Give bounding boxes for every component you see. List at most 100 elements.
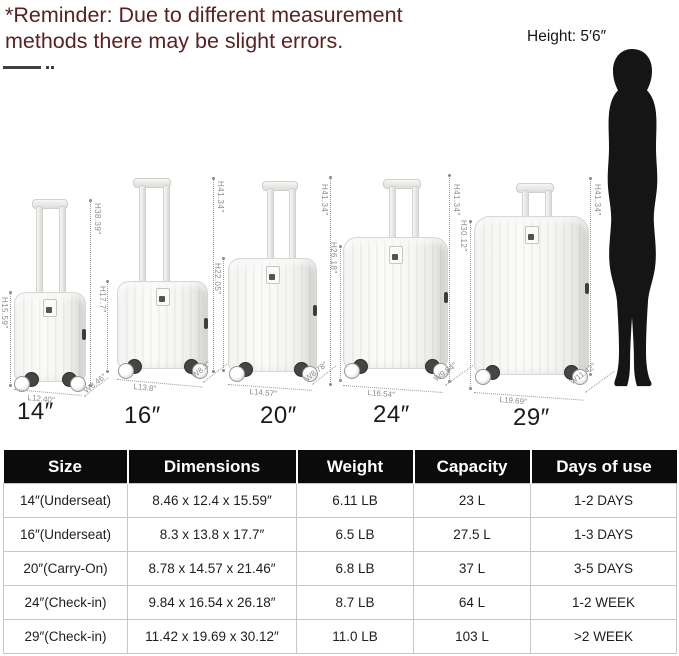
- cell-days: 1-2 WEEK: [530, 585, 677, 620]
- extended-height-label: H38.39″: [93, 203, 102, 235]
- col-header-size: Size: [3, 450, 128, 484]
- cell-dimensions: 8.46 x 12.4 x 15.59″: [127, 483, 297, 518]
- trolley-handle: [133, 178, 171, 188]
- cell-dimensions: 11.42 x 19.69 x 30.12″: [127, 619, 297, 654]
- suitcase-body: [117, 281, 208, 369]
- size-label: 16″: [124, 402, 161, 429]
- dimension-line: [473, 392, 584, 401]
- length-label: L14.57″: [249, 387, 278, 399]
- cell-size: 24″(Check-in): [3, 585, 128, 620]
- cell-weight: 6.5 LB: [296, 517, 414, 552]
- size-label: 20″: [260, 402, 297, 429]
- trolley-post: [139, 185, 146, 284]
- spec-table: Size Dimensions Weight Capacity Days of …: [3, 450, 677, 654]
- logo-patch: [389, 246, 403, 264]
- divider-dot: [46, 66, 49, 69]
- trolley-post: [389, 186, 396, 239]
- dimension-line: [221, 257, 225, 372]
- suitcase-body: [14, 292, 86, 382]
- divider-line: [3, 66, 41, 69]
- suitcase-body: [228, 258, 317, 372]
- dimension-line: [211, 177, 215, 373]
- suitcase-body: [474, 216, 589, 375]
- cell-dimensions: 8.78 x 14.57 x 21.46″: [127, 551, 297, 586]
- dimension-line: [8, 291, 12, 387]
- trolley-post: [59, 206, 66, 296]
- col-header-days: Days of use: [529, 450, 677, 484]
- col-header-dimensions: Dimensions: [126, 450, 297, 484]
- cell-weight: 8.7 LB: [296, 585, 414, 620]
- size-label: 29″: [513, 404, 550, 431]
- cell-dimensions: 8.3 x 13.8 x 17.7″: [127, 517, 297, 552]
- wheel: [14, 376, 30, 392]
- cell-size: 29″(Check-in): [3, 619, 128, 654]
- logo-patch: [156, 288, 170, 306]
- trolley-handle: [262, 181, 298, 191]
- cell-weight: 11.0 LB: [296, 619, 414, 654]
- tsa-lock: [204, 318, 208, 329]
- table-row: 16″(Underseat) 8.3 x 13.8 x 17.7″ 6.5 LB…: [3, 517, 677, 552]
- logo-patch: [266, 266, 280, 284]
- tsa-lock: [585, 283, 589, 294]
- size-label: 14″: [17, 398, 54, 425]
- luggage-figure-14in: H15.59″ H38.39″ L12.40″ W8.46″ 14″: [0, 196, 112, 432]
- divider-dot: [51, 66, 54, 69]
- suitcase-body: [343, 237, 448, 369]
- extended-height-label: H41.34″: [320, 184, 329, 216]
- cell-size: 16″(Underseat): [3, 517, 128, 552]
- dimension-line: [328, 176, 332, 386]
- trolley-handle: [32, 199, 68, 209]
- table-row: 20″(Carry-On) 8.78 x 14.57 x 21.46″ 6.8 …: [3, 551, 677, 586]
- luggage-figure-16in: H17.7″ H41.34″ L13.8″ W8.3″ 16″: [98, 172, 230, 434]
- extended-height-label: H41.34″: [452, 184, 461, 216]
- reminder-text: *Reminder: Due to different measurement …: [5, 3, 403, 54]
- trolley-post: [289, 188, 296, 261]
- size-label: 24″: [373, 401, 410, 428]
- dimension-line: [447, 174, 451, 383]
- table-row: 24″(Check-in) 9.84 x 16.54 x 26.18″ 8.7 …: [3, 585, 677, 620]
- person-height-label: Height: 5′6″: [527, 28, 607, 45]
- trolley-post: [163, 185, 170, 284]
- cell-size: 14″(Underseat): [3, 483, 128, 518]
- table-row: 14″(Underseat) 8.46 x 12.4 x 15.59″ 6.11…: [3, 483, 677, 518]
- dimension-line: [88, 199, 92, 387]
- wheel: [192, 363, 208, 379]
- dimension-line: [468, 220, 472, 390]
- cell-days: 3-5 DAYS: [530, 551, 677, 586]
- col-header-weight: Weight: [295, 450, 414, 484]
- case-height-label: H30.12″: [459, 220, 468, 252]
- length-label: L16.54″: [367, 388, 396, 400]
- cell-days: 1-2 DAYS: [530, 483, 677, 518]
- wheel: [302, 366, 318, 382]
- cell-dimensions: 9.84 x 16.54 x 26.18″: [127, 585, 297, 620]
- cell-days: 1-3 DAYS: [530, 517, 677, 552]
- dimension-line: [588, 177, 592, 376]
- wheel: [475, 369, 491, 385]
- cell-capacity: 27.5 L: [413, 517, 531, 552]
- case-height-label: H17.7″: [98, 286, 107, 313]
- tsa-lock: [444, 292, 448, 303]
- cell-weight: 6.11 LB: [296, 483, 414, 518]
- cell-capacity: 37 L: [413, 551, 531, 586]
- length-label: L13.8″: [133, 382, 157, 394]
- dimension-line: [338, 245, 342, 382]
- dimension-line: [116, 379, 203, 388]
- cell-size: 20″(Carry-On): [3, 551, 128, 586]
- cell-days: >2 WEEK: [530, 619, 677, 654]
- tsa-lock: [313, 305, 317, 316]
- dimension-line: [105, 280, 109, 373]
- case-height-label: H15.59″: [0, 297, 9, 329]
- luggage-figure-24in: H26.18″ H41.34″ L16.54″ W9.84″ 24″: [325, 168, 474, 432]
- wheel: [433, 363, 449, 379]
- cell-capacity: 23 L: [413, 483, 531, 518]
- trolley-post: [267, 188, 274, 261]
- trolley-post: [36, 206, 43, 296]
- luggage-figure-20in: H22.05″ H41.34″ L14.57″ W8.78″ 20″: [210, 171, 342, 433]
- cell-capacity: 103 L: [413, 619, 531, 654]
- wheel: [229, 366, 245, 382]
- woman-silhouette-icon: [607, 48, 658, 387]
- trolley-handle: [383, 179, 421, 189]
- cell-capacity: 64 L: [413, 585, 531, 620]
- table-row: 29″(Check-in) 11.42 x 19.69 x 30.12″ 11.…: [3, 619, 677, 654]
